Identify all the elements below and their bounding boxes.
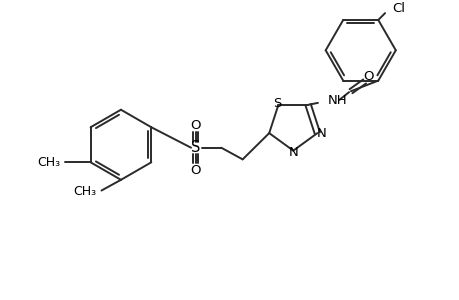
Text: CH₃: CH₃ [37,156,60,169]
Text: O: O [363,70,373,83]
Text: Cl: Cl [391,2,404,15]
Text: S: S [191,140,200,155]
Text: CH₃: CH₃ [73,185,96,198]
Text: O: O [190,164,201,177]
Text: N: N [288,146,297,159]
Text: NH: NH [327,94,347,107]
Text: O: O [190,119,201,132]
Text: S: S [273,97,281,110]
Text: N: N [316,127,325,140]
